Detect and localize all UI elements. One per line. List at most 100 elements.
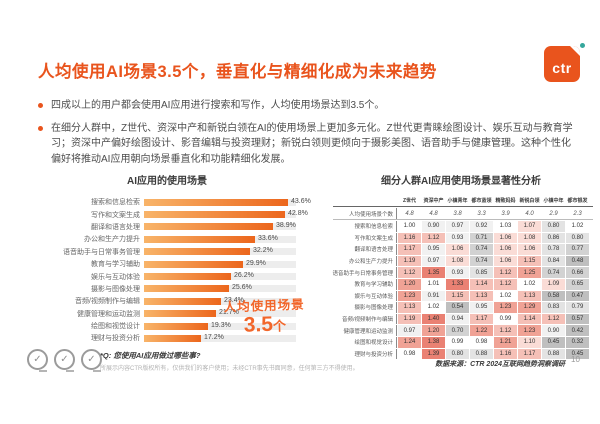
bar-track: 43.6% <box>144 198 311 206</box>
bar-category-label: 写作和文案生成 <box>91 211 140 219</box>
bar-row: 翻译和语言处理 38.9% <box>40 221 314 233</box>
bar-track: 38.9% <box>144 222 296 231</box>
heatmap-cell: 1.01 <box>422 278 445 290</box>
heatmap-cell: 0.58 <box>542 290 565 302</box>
heatmap-cell: 1.13 <box>518 290 541 302</box>
heatmap-cell: 1.24 <box>398 336 421 348</box>
bar-track: 21.7% <box>144 309 296 318</box>
heatmap-cell: 1.16 <box>494 348 517 360</box>
bar-fill <box>144 211 285 219</box>
bar-fill <box>144 248 250 256</box>
heatmap-cell: 1.17 <box>398 244 421 255</box>
bar-value-label: 38.9% <box>276 222 296 230</box>
heatmap-cell: 0.70 <box>446 325 469 336</box>
heatmap-row: 翻译和语言处理 1.17 0.95 1.06 0.74 1.06 1.06 0.78 0.77 <box>333 244 593 255</box>
certification-seal-icon: ✓ <box>27 349 48 372</box>
heatmap-cell: 1.15 <box>446 290 469 302</box>
heatmap-cell: 0.91 <box>422 290 445 302</box>
heatmap-row-label: 搜索和信息检索 <box>333 221 397 232</box>
heatmap-cell: 0.45 <box>566 348 589 360</box>
heatmap-row-label: 绘图和视觉设计 <box>333 336 397 348</box>
heatmap-cell: 1.23 <box>518 325 541 336</box>
heatmap-cell: 0.79 <box>566 302 589 313</box>
heatmap-cell: 0.94 <box>446 313 469 325</box>
bullet-item: 四成以上的用户都会使用AI应用进行搜索和写作，人均使用场景达到3.5个。 <box>38 98 578 114</box>
heatmap-cell: 1.06 <box>494 255 517 267</box>
footnote-question: *Q: 您使用AI应用做过哪些事? <box>100 351 201 360</box>
bar-value-label: 32.2% <box>253 247 273 255</box>
heatmap-cell: 1.29 <box>518 302 541 313</box>
heatmap-cell: 1.12 <box>494 325 517 336</box>
heatmap-cell: 1.12 <box>494 267 517 278</box>
heatmap-cell: 1.06 <box>446 244 469 255</box>
bar-row: 健康管理和运动监测 21.7% <box>40 308 314 320</box>
heatmap-row: 健康管理和运动监测 0.97 1.20 0.70 1.22 1.12 1.23 0.90 0.4… <box>333 325 593 336</box>
bar-track: 29.9% <box>144 260 296 268</box>
heatmap-cell: 1.20 <box>398 278 421 290</box>
heatmap-cell: 1.02 <box>422 302 445 313</box>
heatmap-cell: 1.12 <box>398 267 421 278</box>
bullet-list: 四成以上的用户都会使用AI应用进行搜索和写作，人均使用场景达到3.5个。 在细分人… <box>38 98 578 174</box>
heatmap-column-header: 都市银发 <box>567 198 588 204</box>
per-capita-annotation: 人均使用场景 3.5个 <box>223 294 305 338</box>
heatmap-cell: 1.00 <box>398 221 421 232</box>
heatmap-row: 搜索和信息检索 1.00 0.90 0.97 0.92 1.03 1.07 0.80 1.02 <box>333 221 593 232</box>
heatmap-row: 教育与学习辅助 1.20 1.01 1.33 1.14 1.12 1.02 1.09 0.65 <box>333 278 593 290</box>
heatmap-cell: 1.08 <box>446 255 469 267</box>
heatmap-column-header: Z世代 <box>402 198 417 204</box>
heatmap-cell: 1.35 <box>422 267 445 278</box>
ctr-logo-box: ctr <box>544 46 580 82</box>
bar-chart-title: AI应用的使用场景 <box>127 176 207 187</box>
bullet-dot-icon <box>38 103 43 108</box>
heatmap-row-label: 摄影与图像处理 <box>333 302 397 313</box>
bar-row: 写作和文案生成 42.8% <box>40 208 314 220</box>
heatmap-cell: 0.71 <box>470 232 493 244</box>
heatmap-cell: 2.3 <box>566 208 589 219</box>
bar-fill <box>144 334 201 342</box>
bar-value-label: 25.6% <box>232 284 252 292</box>
heatmap-cell: 1.03 <box>494 221 517 232</box>
heatmap-cell: 1.40 <box>422 313 445 325</box>
heatmap-cell: 0.93 <box>446 267 469 278</box>
heatmap-column-header: 小镇中年 <box>543 198 564 204</box>
heatmap-cell: 3.3 <box>470 208 493 219</box>
heatmap-cell: 1.08 <box>518 232 541 244</box>
heatmap-cell: 0.86 <box>542 232 565 244</box>
page-number: 10 <box>571 355 580 364</box>
heatmap-cell: 0.80 <box>446 348 469 360</box>
heatmap-cell: 1.17 <box>470 313 493 325</box>
bar-row: 娱乐与互动体验 26.2% <box>40 270 314 282</box>
heatmap-cell: 1.13 <box>470 290 493 302</box>
copyright-note: 所展示内容CTR版权所有，仅供我们的客户使用；未经CTR事先书面同意，任何第三方… <box>100 366 359 372</box>
heatmap-cell: 1.12 <box>494 278 517 290</box>
heatmap-row-label: 人均使用场景个数 <box>333 208 397 219</box>
bar-category-label: 音频/视频制作与编辑 <box>75 298 140 306</box>
bar-fill <box>144 235 255 243</box>
annotation-number: 3.5 <box>243 312 274 337</box>
heatmap-cell: 1.23 <box>398 290 421 302</box>
bar-track: 26.2% <box>144 272 296 281</box>
heatmap-title: 细分人群AI应用使用场景显著性分析 <box>381 176 541 187</box>
bar-fill <box>144 273 231 281</box>
heatmap-column-header: 资深中产 <box>423 198 444 204</box>
heatmap-cell: 0.47 <box>566 290 589 302</box>
bar-track: 19.3% <box>144 322 296 330</box>
bar-chart: 搜索和信息检索 43.6% 写作和文案生成 42.8% 翻译和语言处理 38.9% 办公和生… <box>40 196 314 345</box>
annotation-value: 3.5个 <box>224 313 306 338</box>
bar-category-label: 娱乐与互动体验 <box>91 273 140 281</box>
bar-category-label: 绘图和视觉设计 <box>91 323 140 331</box>
bar-category-label: 办公和生产力提升 <box>84 236 140 244</box>
heatmap-cell: 1.19 <box>398 255 421 267</box>
heatmap-row: 音频/视频制作与编辑 1.19 1.40 0.94 1.17 0.99 1.14 1.12 0.… <box>333 313 593 325</box>
heatmap-cell: 1.14 <box>518 313 541 325</box>
bar-fill <box>144 223 273 231</box>
bar-value-label: 33.6% <box>258 234 278 242</box>
certification-seals: ✓ ✓ ✓ <box>27 349 102 372</box>
heatmap-cell: 1.19 <box>398 313 421 325</box>
bar-value-label: 42.8% <box>288 210 308 218</box>
heatmap-cell: 0.95 <box>470 302 493 313</box>
heatmap-cell: 1.20 <box>422 325 445 336</box>
heatmap-cell: 1.17 <box>518 348 541 360</box>
heatmap-cell: 0.83 <box>542 302 565 313</box>
